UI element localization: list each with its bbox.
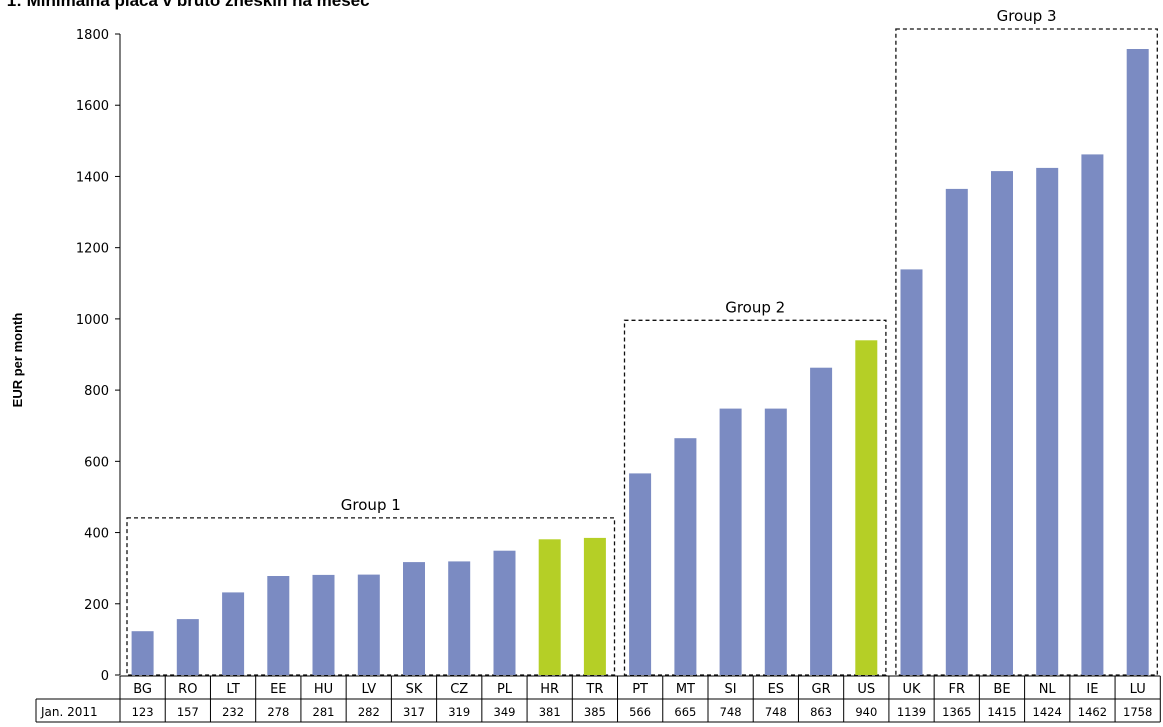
data-label: 940 (855, 705, 877, 719)
bar-si (719, 408, 742, 675)
data-label: 123 (132, 705, 154, 719)
x-tick-label: PT (632, 682, 648, 697)
data-label: 1415 (987, 705, 1016, 719)
bar-cz (448, 561, 471, 675)
bar-lv (357, 574, 380, 675)
chart-title: ar 1: Minimalna plača v bruto zneskih na… (0, 0, 370, 10)
x-tick-label: EE (270, 682, 286, 697)
bar-ie (1081, 154, 1104, 675)
y-axis: 0 200 400 600 800 1000 1200 1400 1600 1800 (76, 28, 121, 684)
y-tick-label: 400 (84, 527, 109, 542)
x-tick-label: IE (1086, 682, 1098, 697)
table-row-label: Jan. 2011 (40, 705, 98, 719)
y-tick-label: 200 (84, 598, 109, 613)
data-label: 1139 (897, 705, 926, 719)
y-tick-label: 1200 (76, 242, 109, 257)
data-label: 281 (313, 705, 335, 719)
x-tick-label: CZ (450, 682, 468, 697)
data-label: 1365 (942, 705, 971, 719)
bar-tr (583, 537, 606, 675)
group-boxes: Group 1 Group 2 Group 3 (126, 7, 1158, 676)
x-tick-label: HU (314, 682, 333, 697)
data-label: 1462 (1078, 705, 1107, 719)
data-label: 232 (222, 705, 244, 719)
bar-pl (493, 550, 516, 675)
x-tick-label: SI (725, 682, 737, 697)
bar-nl (1036, 167, 1059, 675)
data-label: 317 (403, 705, 425, 719)
x-tick-label: SK (406, 682, 423, 697)
x-tick-label: ES (768, 682, 784, 697)
group-box (895, 28, 1158, 676)
x-tick-label: RO (178, 682, 197, 697)
x-tick-label: UK (902, 682, 921, 697)
data-label: 566 (629, 705, 651, 719)
bar-pt (629, 473, 652, 675)
data-label: 319 (448, 705, 470, 719)
bar-hr (538, 539, 561, 675)
x-tick-label: PL (497, 682, 513, 697)
data-label: 381 (539, 705, 561, 719)
y-tick-label: 1600 (76, 99, 109, 114)
x-tick-label: US (857, 682, 875, 697)
x-tick-label: TR (585, 682, 603, 697)
y-tick-label: 600 (84, 455, 109, 470)
bar-ro (176, 619, 199, 675)
data-label: 1424 (1033, 705, 1062, 719)
data-label: 278 (267, 705, 289, 719)
data-label: 385 (584, 705, 606, 719)
bar-lu (1126, 49, 1149, 675)
group-label: Group 2 (725, 298, 785, 316)
data-label: 748 (765, 705, 787, 719)
x-tick-label: LU (1130, 682, 1146, 697)
data-label: 157 (177, 705, 199, 719)
data-label: 282 (358, 705, 380, 719)
bar-mt (674, 438, 697, 675)
bar-hu (312, 574, 335, 675)
group-label: Group 1 (341, 496, 401, 514)
bar-lt (222, 592, 245, 675)
data-table: Jan. 2011 BG 123 RO 157 LT 232 EE 278 HU 281 LV 282 S… (35, 675, 1161, 723)
bar-fr (945, 188, 968, 675)
data-label: 1758 (1123, 705, 1152, 719)
y-tick-label: 1400 (76, 170, 109, 185)
x-tick-label: GR (812, 682, 831, 697)
x-tick-label: MT (676, 682, 695, 697)
y-tick-label: 1000 (76, 313, 109, 328)
group-box (623, 319, 887, 676)
x-tick-label: BE (993, 682, 1010, 697)
data-label: 665 (674, 705, 696, 719)
x-tick-label: FR (949, 682, 966, 697)
data-label: 349 (494, 705, 516, 719)
y-tick-label: 800 (84, 384, 109, 399)
bar-uk (900, 269, 923, 675)
x-tick-label: LV (361, 682, 376, 697)
bar-gr (810, 367, 833, 675)
bar-sk (403, 562, 425, 675)
group-label: Group 3 (997, 7, 1057, 25)
x-tick-label: HR (540, 682, 559, 697)
y-tick-label: 0 (101, 669, 109, 684)
data-label: 863 (810, 705, 832, 719)
x-tick-label: NL (1039, 682, 1057, 697)
bar-ee (267, 576, 290, 675)
bar-es (764, 408, 787, 675)
bars (131, 49, 1149, 675)
bar-bg (131, 631, 154, 675)
x-tick-label: BG (133, 682, 152, 697)
bar-us (855, 340, 878, 675)
data-label: 748 (720, 705, 742, 719)
y-tick-label: 1800 (76, 28, 109, 43)
bar-be (991, 171, 1013, 675)
x-tick-label: LT (226, 682, 239, 697)
